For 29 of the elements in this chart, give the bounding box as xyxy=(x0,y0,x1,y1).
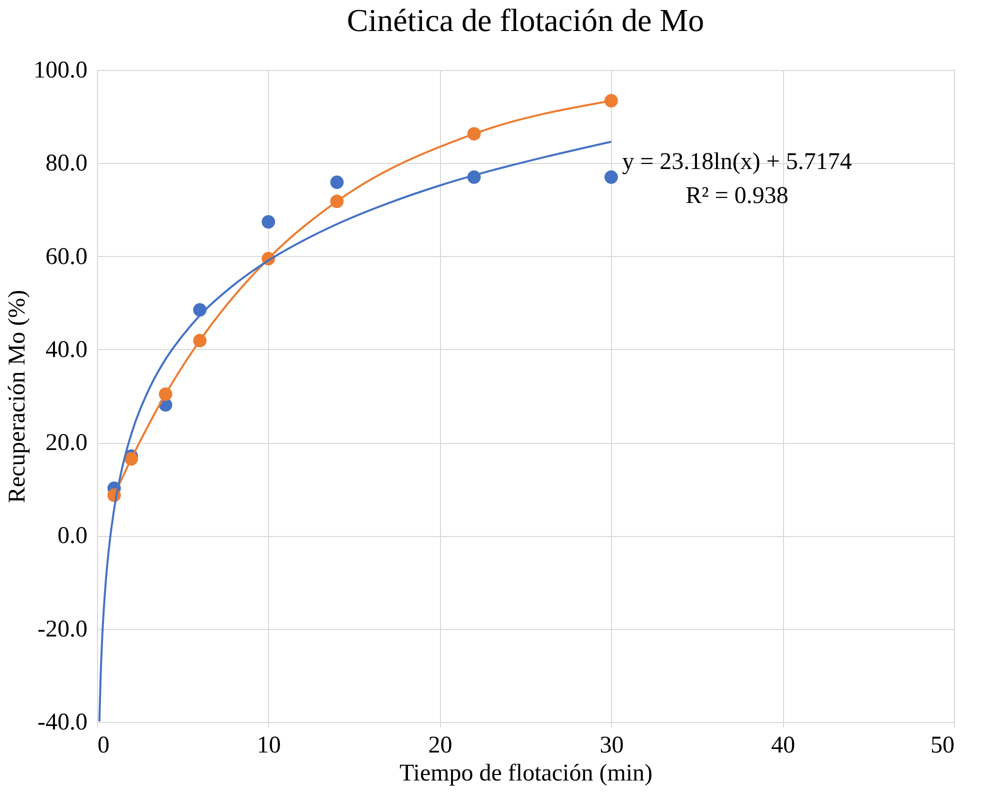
point xyxy=(262,215,276,229)
x-tick-label: 40 xyxy=(771,732,796,758)
y-tick-label: 20.0 xyxy=(46,430,88,456)
point xyxy=(604,170,618,184)
y-tick-label: 60.0 xyxy=(46,244,88,270)
annotation: y = 23.18ln(x) + 5.7174 xyxy=(622,149,852,175)
y-tick-label: 80.0 xyxy=(46,150,88,177)
point xyxy=(330,194,344,208)
y-tick-label: -40.0 xyxy=(38,710,88,736)
y-tick-label: 100.0 xyxy=(34,58,88,84)
y-tick-label: 0.0 xyxy=(58,523,88,550)
x-tick-label: 30 xyxy=(600,732,624,758)
x-axis-title: Tiempo de flotación (min) xyxy=(399,760,653,786)
point xyxy=(604,94,618,108)
x-tick-label: 20 xyxy=(428,732,452,758)
chart-title: Cinética de flotación de Mo xyxy=(346,2,704,38)
point xyxy=(330,176,344,189)
x-tick-label: 0 xyxy=(98,732,110,758)
y-tick-label: -20.0 xyxy=(38,616,88,642)
annotation: R² = 0.938 xyxy=(686,183,788,209)
y-tick-label: 40.0 xyxy=(46,336,88,363)
point xyxy=(124,452,138,466)
y-axis-title: Recuperación Mo (%) xyxy=(4,290,30,504)
x-tick-label: 10 xyxy=(256,732,281,758)
point xyxy=(467,127,481,140)
x-tick-label: 50 xyxy=(930,732,954,758)
point xyxy=(158,387,172,401)
point xyxy=(193,334,207,348)
line-series xyxy=(98,140,612,723)
